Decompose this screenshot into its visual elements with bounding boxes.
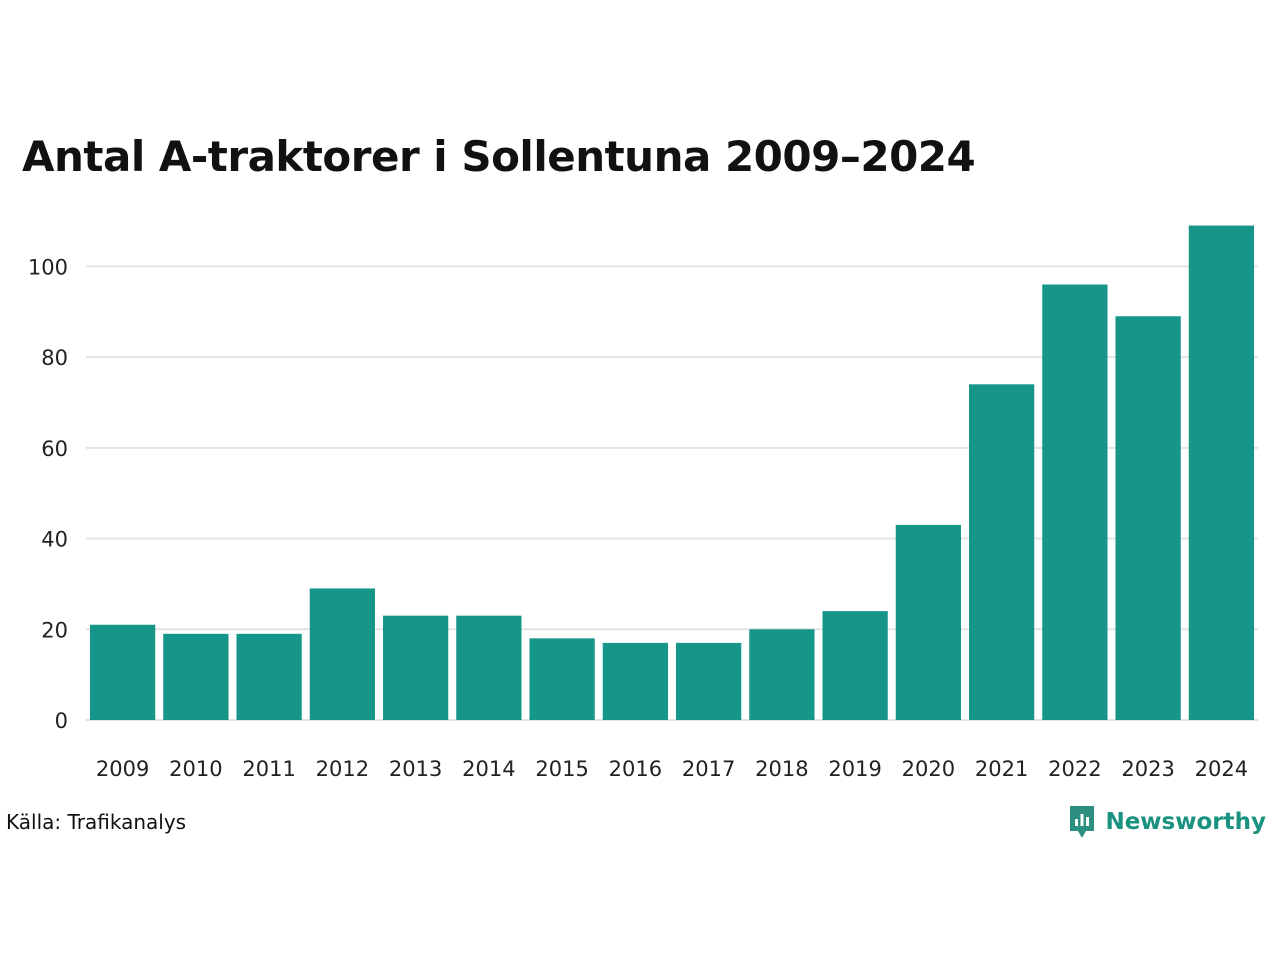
x-tick-label: 2011 <box>242 757 295 781</box>
bar-2016 <box>602 642 668 720</box>
bar-2019 <box>822 611 888 720</box>
chart-title: Antal A-traktorer i Sollentuna 2009–2024 <box>22 132 976 181</box>
bar-2018 <box>749 629 815 720</box>
x-tick-label: 2009 <box>96 757 149 781</box>
brand-logo: Newsworthy <box>1067 804 1266 840</box>
bar-2022 <box>1042 284 1108 720</box>
y-tick-label: 80 <box>41 346 68 370</box>
x-tick-label: 2022 <box>1048 757 1101 781</box>
x-tick-label: 2015 <box>535 757 588 781</box>
bar-2024 <box>1188 225 1254 720</box>
bar-2021 <box>969 384 1035 720</box>
x-tick-label: 2016 <box>609 757 662 781</box>
bar-2012 <box>309 588 375 720</box>
bar-2013 <box>383 615 449 720</box>
x-tick-label: 2014 <box>462 757 515 781</box>
y-tick-label: 40 <box>41 528 68 552</box>
bar-2015 <box>529 638 595 720</box>
x-tick-label: 2020 <box>902 757 955 781</box>
x-tick-label: 2012 <box>316 757 369 781</box>
x-tick-label: 2023 <box>1121 757 1174 781</box>
x-tick-label: 2017 <box>682 757 735 781</box>
y-axis-labels: 0 20 40 60 80 100 <box>28 255 68 733</box>
bar-2020 <box>895 524 961 720</box>
bar-2017 <box>676 642 742 720</box>
brand-name: Newsworthy <box>1105 809 1266 835</box>
x-tick-label: 2013 <box>389 757 442 781</box>
x-tick-label: 2019 <box>828 757 881 781</box>
bar-2014 <box>456 615 522 720</box>
bar-2011 <box>236 633 302 720</box>
source-note: Källa: Trafikanalys <box>6 810 187 834</box>
newsworthy-logo-icon <box>1070 806 1095 838</box>
bars <box>90 225 1254 720</box>
y-tick-label: 60 <box>41 437 68 461</box>
x-tick-label: 2010 <box>169 757 222 781</box>
x-tick-label: 2021 <box>975 757 1028 781</box>
y-tick-label: 100 <box>28 255 68 279</box>
y-tick-label: 0 <box>55 709 68 733</box>
bar-2009 <box>90 624 156 720</box>
x-tick-label: 2018 <box>755 757 808 781</box>
x-axis-labels: 2009 2010 2011 2012 2013 2014 2015 2016 2017 2018… <box>96 757 1248 781</box>
y-tick-label: 20 <box>41 618 68 642</box>
x-tick-label: 2024 <box>1195 757 1248 781</box>
bar-2010 <box>163 633 229 720</box>
bar-2023 <box>1115 316 1181 720</box>
